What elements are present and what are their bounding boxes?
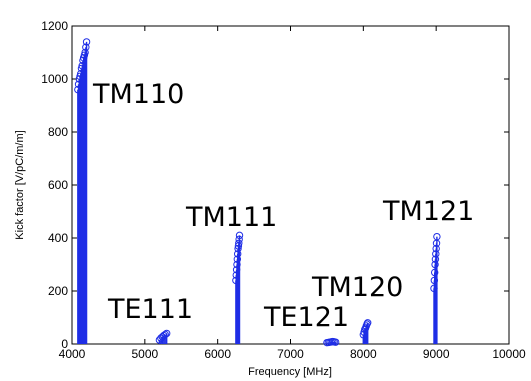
mode-label-te111: TE111 — [107, 294, 193, 325]
x-axis-label: Frequency [MHz] — [248, 366, 332, 378]
data-point — [363, 320, 371, 328]
x-tick-label: 10000 — [492, 347, 526, 361]
data-point — [161, 330, 169, 339]
axis-ticks: 4000 5000 6000 7000 8000 9000 10000 0 200 400 600 8… — [41, 19, 526, 361]
y-tick-label: 0 — [61, 337, 68, 351]
x-tick-label: 6000 — [204, 347, 231, 361]
y-tick-label: 1000 — [41, 72, 68, 86]
x-tick-label: 7000 — [277, 347, 304, 361]
series-tm110 — [74, 38, 91, 344]
series-te111 — [155, 329, 171, 344]
series-te121 — [323, 337, 340, 347]
y-tick-label: 200 — [48, 284, 68, 298]
data-point — [81, 48, 89, 57]
data-point — [235, 231, 244, 240]
data-point — [331, 338, 340, 346]
y-tick-label: 1200 — [41, 19, 68, 33]
y-tick-label: 400 — [48, 231, 68, 245]
mode-label-tm111: TM111 — [185, 202, 277, 233]
mode-label-tm121: TM121 — [382, 196, 474, 227]
y-tick-label: 600 — [48, 178, 68, 192]
data-point — [82, 43, 90, 51]
mode-label-tm110: TM110 — [92, 79, 184, 110]
x-tick-label: 5000 — [131, 347, 158, 361]
y-axis-label: Kick factor [V/pC/m/m] — [14, 130, 26, 239]
series-tm121 — [430, 232, 441, 344]
mode-label-te121: TE121 — [263, 302, 349, 333]
x-tick-label: 8000 — [350, 347, 377, 361]
data-point — [162, 329, 171, 338]
x-tick-label: 9000 — [423, 347, 450, 361]
series-tm111 — [232, 231, 244, 344]
x-tick-label: 4000 — [59, 347, 86, 361]
data-point — [364, 319, 372, 327]
data-point — [433, 232, 441, 241]
data-layer — [74, 38, 441, 347]
mode-label-tm120: TM120 — [311, 272, 403, 303]
y-tick-label: 800 — [48, 125, 68, 139]
data-point — [82, 38, 91, 46]
series-tm120 — [359, 319, 372, 344]
